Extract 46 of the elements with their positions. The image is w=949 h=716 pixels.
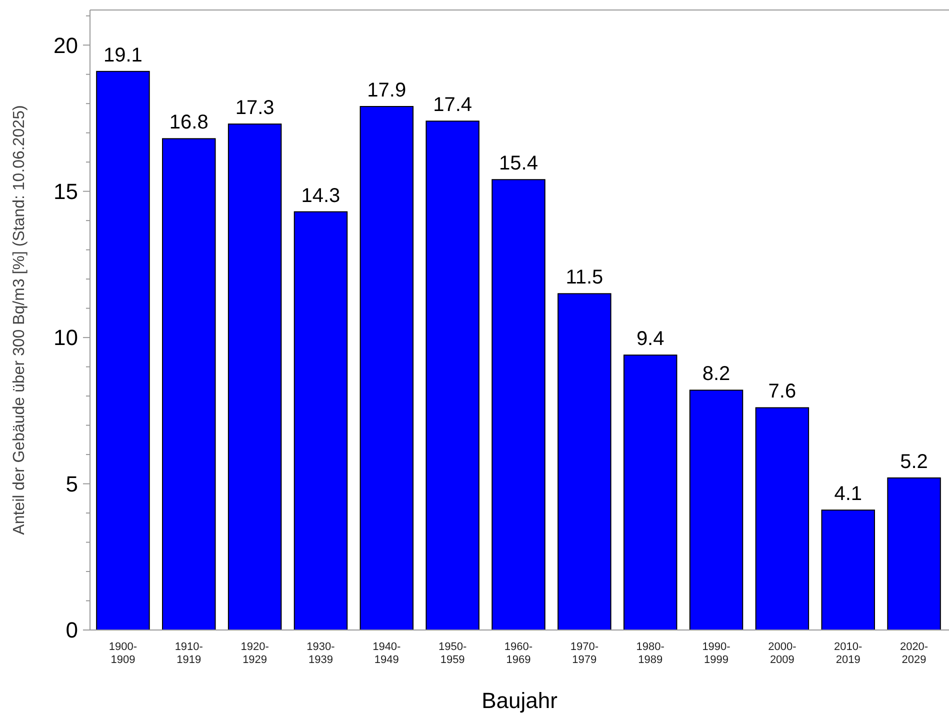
data-label: 15.4 bbox=[499, 152, 538, 175]
x-tick-label: 2020-2029 bbox=[900, 641, 928, 666]
bar bbox=[887, 477, 941, 630]
bar bbox=[689, 390, 744, 630]
data-label: 5.2 bbox=[900, 450, 928, 473]
x-tick-label: 1920-1929 bbox=[240, 641, 270, 666]
x-axis-title: Baujahr bbox=[482, 688, 558, 713]
y-tick-label: 15 bbox=[54, 179, 78, 204]
data-label: 17.4 bbox=[433, 94, 472, 116]
x-tick-label: 1980-1989 bbox=[636, 641, 665, 666]
x-tick-label: 1990-1999 bbox=[702, 641, 731, 666]
x-tick-label: 2010-2019 bbox=[834, 641, 863, 666]
y-tick-label: 20 bbox=[54, 32, 78, 58]
y-tick-label: 0 bbox=[66, 618, 78, 643]
data-label: 4.1 bbox=[834, 483, 862, 506]
y-axis-title: Anteil der Gebäude über 300 Bq/m3 [%] (Stand: 10.06.2025) bbox=[11, 105, 28, 535]
x-tick-label: 1900-1909 bbox=[108, 641, 138, 666]
data-label: 14.3 bbox=[301, 184, 340, 207]
y-tick-label: 10 bbox=[54, 325, 78, 350]
y-tick-label: 5 bbox=[66, 471, 78, 496]
data-label: 7.6 bbox=[768, 380, 796, 403]
bar bbox=[228, 124, 282, 630]
x-tick-label: 1910-1919 bbox=[174, 641, 204, 666]
bar bbox=[558, 293, 612, 630]
data-label: 17.3 bbox=[235, 97, 274, 120]
data-label: 9.4 bbox=[636, 328, 664, 350]
x-tick-label: 1950-1959 bbox=[438, 641, 467, 666]
bar bbox=[492, 179, 546, 630]
data-label: 16.8 bbox=[169, 112, 208, 134]
x-tick-label: 1970-1979 bbox=[570, 641, 599, 666]
data-label: 17.9 bbox=[367, 80, 406, 102]
data-label: 19.1 bbox=[103, 44, 142, 66]
bar bbox=[360, 106, 414, 630]
bar bbox=[162, 138, 216, 630]
x-tick-label: 1940-1949 bbox=[372, 641, 402, 666]
bar bbox=[755, 407, 810, 630]
bar bbox=[96, 70, 150, 630]
bar bbox=[623, 354, 678, 630]
data-label: 11.5 bbox=[566, 266, 604, 289]
x-tick-label: 1930-1939 bbox=[306, 641, 336, 666]
data-label: 8.2 bbox=[702, 363, 730, 386]
bar bbox=[821, 510, 875, 630]
x-tick-label: 2000-2009 bbox=[768, 641, 797, 666]
bar bbox=[426, 120, 480, 630]
bar bbox=[294, 211, 348, 630]
x-tick-label: 1960-1969 bbox=[504, 641, 533, 666]
